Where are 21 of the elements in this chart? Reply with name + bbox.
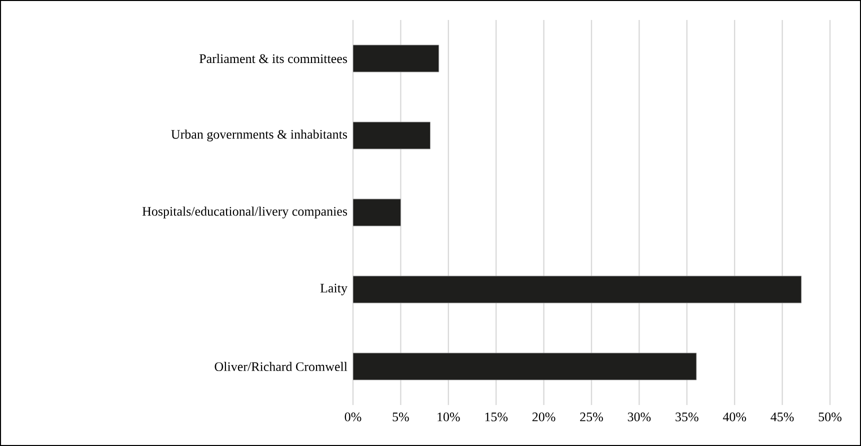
x-tick-label: 10%: [438, 412, 460, 422]
x-tick-label: 40%: [722, 412, 746, 422]
x-tick-label: 30%: [628, 412, 651, 422]
y-tick-label: Hospitals/educational/livery companies: [142, 206, 348, 218]
x-tick-label: 45%: [770, 412, 794, 422]
x-tick-label: 5%: [392, 412, 409, 422]
x-tick-label: 50%: [818, 412, 842, 422]
y-tick-label: Oliver/Richard Cromwell: [214, 362, 348, 372]
x-tick-label: 0%: [344, 412, 362, 422]
bar: [353, 122, 431, 150]
y-tick-label: Urban governments & inhabitants: [171, 130, 348, 142]
x-tick-label: 15%: [485, 412, 508, 422]
x-tick-label: 25%: [580, 412, 603, 422]
bar: [353, 352, 697, 380]
y-tick-label: Parliament & its committees: [199, 54, 348, 64]
bar: [353, 198, 401, 226]
bar: [353, 44, 440, 72]
x-tick-label: 20%: [532, 412, 556, 422]
x-tick-label: 35%: [676, 412, 698, 422]
bar: [353, 276, 802, 304]
y-tick-label: Laity: [320, 284, 348, 296]
